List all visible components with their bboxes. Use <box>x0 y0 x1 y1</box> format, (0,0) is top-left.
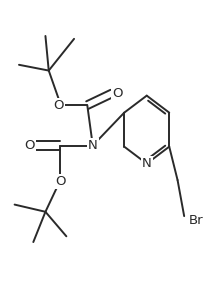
Text: O: O <box>53 99 64 112</box>
Text: O: O <box>24 139 35 152</box>
Text: N: N <box>142 157 152 170</box>
Text: N: N <box>88 139 98 152</box>
Text: O: O <box>112 87 123 100</box>
Text: Br: Br <box>189 214 203 227</box>
Text: O: O <box>55 175 66 188</box>
